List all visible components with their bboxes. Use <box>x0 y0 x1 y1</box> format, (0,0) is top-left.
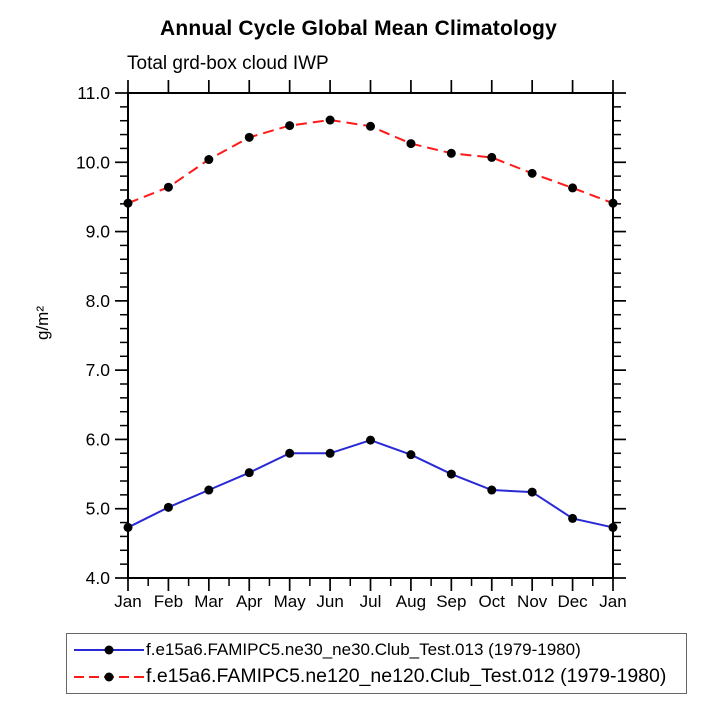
legend: f.e15a6.FAMIPC5.ne30_ne30.Club_Test.013 … <box>66 633 687 694</box>
y-tick-label: 7.0 <box>86 360 111 380</box>
y-tick-label: 8.0 <box>86 291 111 311</box>
y-tick-label: 5.0 <box>86 499 111 519</box>
x-tick-labels: Jan Feb Mar Apr May Jun Jul Aug Sep Oct Nov Dec Jan <box>114 592 626 611</box>
legend-swatch-solid-line <box>74 645 144 655</box>
data-point <box>608 198 618 208</box>
data-point <box>406 450 416 460</box>
data-point <box>163 182 173 192</box>
y-major-ticks <box>115 92 626 579</box>
x-month-label: Oct <box>479 592 506 611</box>
data-point <box>204 155 214 165</box>
x-month-label: Apr <box>236 592 263 611</box>
data-point <box>487 485 497 495</box>
data-point <box>204 485 214 495</box>
x-major-ticks <box>127 80 614 591</box>
chart-subtitle: Total grd-box cloud IWP <box>127 53 329 74</box>
legend-entry-1: f.e15a6.FAMIPC5.ne120_ne120.Club_Test.01… <box>72 665 686 688</box>
x-month-label: Aug <box>396 592 426 611</box>
data-point <box>325 115 335 125</box>
x-month-label: Jan <box>599 592 626 611</box>
legend-marker-dot <box>104 672 114 682</box>
x-month-label: Mar <box>194 592 224 611</box>
y-tick-label: 10.0 <box>76 152 110 172</box>
data-point <box>527 168 537 178</box>
data-point <box>244 468 254 478</box>
data-point <box>285 121 295 131</box>
x-month-label: Jun <box>316 592 343 611</box>
data-point <box>568 513 578 523</box>
data-point <box>123 198 133 208</box>
legend-swatch-dashed-line <box>74 672 144 682</box>
data-point <box>527 487 537 497</box>
x-month-label: Jul <box>360 592 382 611</box>
data-point <box>366 121 375 131</box>
legend-marker-dot <box>104 645 114 655</box>
data-point <box>285 448 295 458</box>
y-tick-label: 4.0 <box>86 568 111 588</box>
data-point <box>487 152 497 162</box>
series-line-1 <box>127 119 614 205</box>
legend-label: f.e15a6.FAMIPC5.ne120_ne120.Club_Test.01… <box>146 665 667 688</box>
x-month-label: May <box>274 592 307 611</box>
series-markers-1 <box>123 115 618 208</box>
x-minor-ticks <box>147 578 594 586</box>
series-markers-0 <box>123 435 618 532</box>
data-point <box>325 448 335 458</box>
chart-title: Annual Cycle Global Mean Climatology <box>160 17 557 40</box>
plot-frame <box>127 92 614 579</box>
x-month-label: Nov <box>517 592 548 611</box>
x-month-label: Feb <box>154 592 183 611</box>
legend-label: f.e15a6.FAMIPC5.ne30_ne30.Club_Test.013 … <box>146 639 581 659</box>
x-month-label: Sep <box>436 592 466 611</box>
x-month-label: Jan <box>114 592 141 611</box>
data-point <box>163 502 173 512</box>
data-point <box>244 132 254 142</box>
data-point <box>446 148 456 158</box>
data-point <box>123 522 133 532</box>
series-line-0 <box>127 439 614 529</box>
legend-entry-0: f.e15a6.FAMIPC5.ne30_ne30.Club_Test.013 … <box>72 639 686 661</box>
data-point <box>406 139 416 149</box>
y-tick-label: 6.0 <box>86 429 111 449</box>
y-tick-labels: 4.0 5.0 6.0 7.0 8.0 9.0 10.0 11.0 <box>76 83 110 588</box>
data-point <box>568 183 578 193</box>
x-month-label: Dec <box>557 592 588 611</box>
data-point <box>446 469 456 479</box>
y-tick-label: 9.0 <box>86 222 111 242</box>
data-point <box>366 435 375 445</box>
data-point <box>608 522 618 532</box>
y-tick-label: 11.0 <box>77 83 110 103</box>
